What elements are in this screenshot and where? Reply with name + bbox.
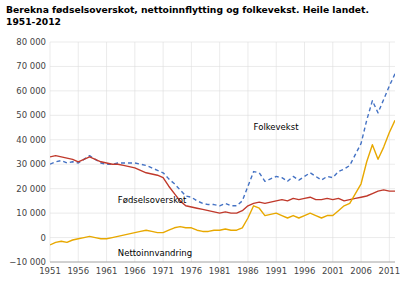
x-grid-line [219,42,220,262]
series-line [50,156,395,213]
x-tick-label: 1956 [67,266,89,276]
y-grid-line [50,237,395,238]
y-grid-line [50,115,395,116]
series-line [50,120,395,245]
x-grid-line [332,42,333,262]
y-tick-label: 50 000 [16,110,46,120]
subtitle: 1951-2012 [6,16,61,27]
annotation: Folkevekst [254,122,300,132]
series-lines [50,74,395,245]
y-grid-line [50,262,395,263]
x-grid-line [78,42,79,262]
y-tick-label: 70 000 [16,61,46,71]
x-tick-label: 1966 [124,266,146,276]
x-tick-label: 1971 [152,266,174,276]
x-grid-line [50,42,51,262]
x-tick-label: 1996 [294,266,316,276]
x-grid-line [247,42,248,262]
y-grid-line [50,66,395,67]
x-axis-line [50,262,395,263]
annotation: Fødselsoverskot [118,195,187,205]
x-tick-label: 1976 [181,266,203,276]
y-tick-label: 30 000 [16,159,46,169]
x-tick-label: 1986 [237,266,259,276]
x-tick-label: 1991 [265,266,287,276]
y-tick-label: 80 000 [16,37,46,47]
y-grid-line [50,90,395,91]
x-tick-label: 2006 [350,266,372,276]
annotation: Nettoinnvandring [118,248,192,258]
x-grid-line [361,42,362,262]
grid [50,42,395,262]
x-grid-line [163,42,164,262]
y-grid-line [50,188,395,189]
x-tick-label: 1961 [96,266,118,276]
series-line [50,74,395,206]
y-tick-label: 10 000 [16,208,46,218]
x-grid-line [276,42,277,262]
x-grid-line [389,42,390,262]
x-tick-label: 1981 [209,266,231,276]
x-grid-line [304,42,305,262]
x-grid-line [106,42,107,262]
y-tick-label: 0 [41,233,46,243]
y-tick-label: 60 000 [16,86,46,96]
y-grid-line [50,139,395,140]
chart: Berekna fødselsoverskot, nettoinnflyttin… [0,0,405,285]
y-tick-label: 20 000 [16,184,46,194]
y-tick-label: 40 000 [16,135,46,145]
x-grid-line [134,42,135,262]
x-tick-label: 1951 [39,266,61,276]
y-grid-line [50,42,395,43]
title: Berekna fødselsoverskot, nettoinnflyttin… [6,4,369,15]
x-grid-line [191,42,192,262]
x-tick-label: 2001 [322,266,344,276]
x-tick-label: 2011 [379,266,401,276]
